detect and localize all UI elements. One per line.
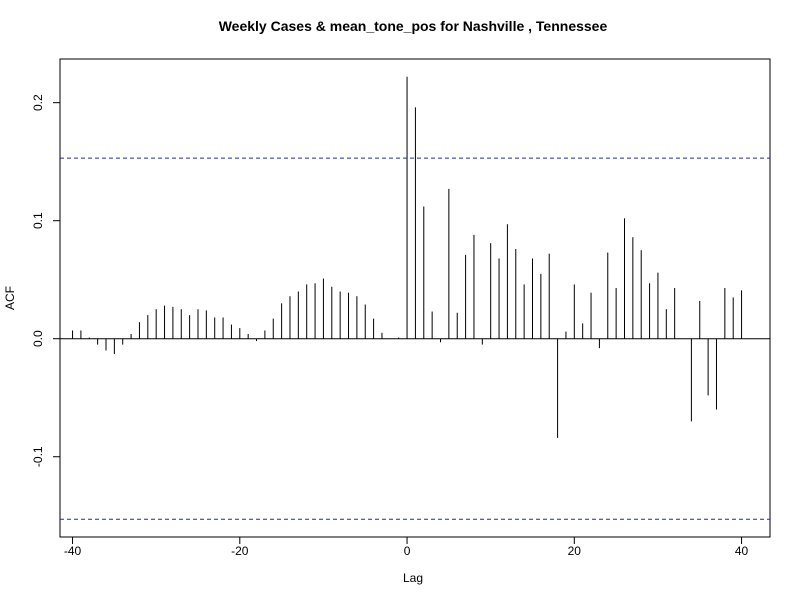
x-tick-label: -40 <box>64 544 82 558</box>
x-tick-label: -20 <box>231 544 249 558</box>
chart-title: Weekly Cases & mean_tone_pos for Nashvil… <box>219 18 608 34</box>
x-tick-label: 20 <box>568 544 582 558</box>
x-tick-label: 40 <box>735 544 749 558</box>
x-axis-label: Lag <box>403 571 423 585</box>
y-axis-label: ACF <box>3 286 17 310</box>
y-axis: -0.1 0.0 0.1 0.2 <box>31 94 61 467</box>
x-axis: -40 -20 0 20 40 <box>64 536 749 558</box>
y-tick-label: 0.2 <box>31 94 45 111</box>
x-tick-label: 0 <box>404 544 411 558</box>
y-tick-label: -0.1 <box>31 446 45 467</box>
y-tick-label: 0.0 <box>31 330 45 347</box>
acf-bars <box>72 76 743 438</box>
y-tick-label: 0.1 <box>31 212 45 229</box>
